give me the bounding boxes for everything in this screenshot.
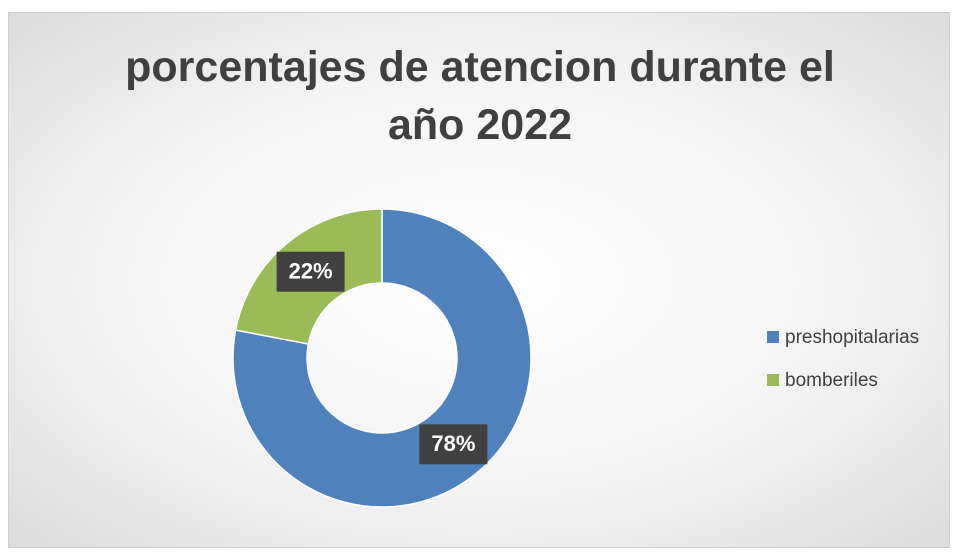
legend-swatch (767, 331, 779, 343)
data-label: 78% (431, 431, 475, 456)
chart-title: porcentajes de atencion durante el año 2… (125, 43, 835, 149)
legend-swatch (767, 374, 779, 386)
legend-label: bomberiles (785, 370, 878, 391)
data-label: 22% (289, 259, 333, 284)
data-label-box (419, 424, 488, 465)
legend-label: preshopitalarias (785, 327, 919, 348)
data-label-box (276, 251, 345, 292)
